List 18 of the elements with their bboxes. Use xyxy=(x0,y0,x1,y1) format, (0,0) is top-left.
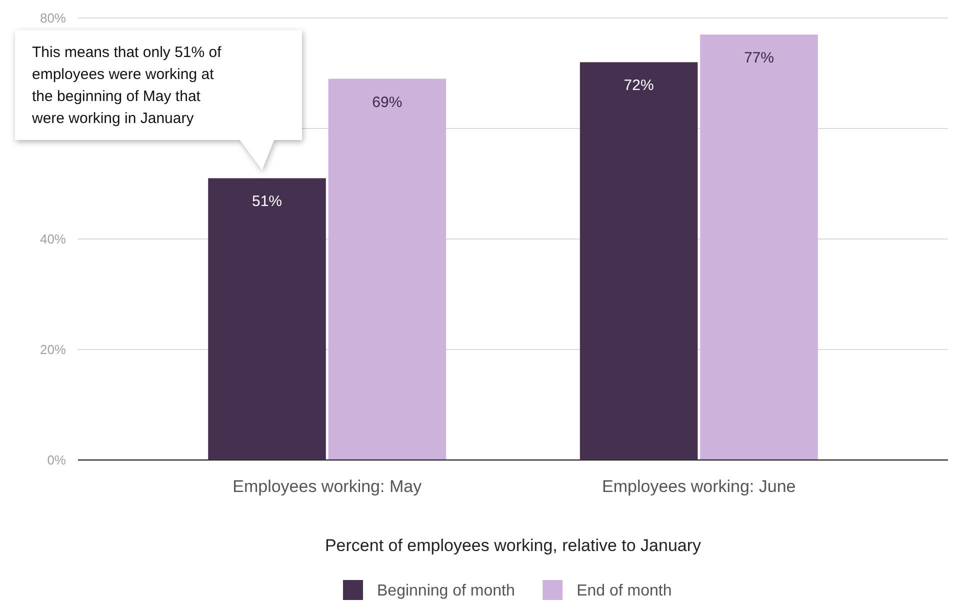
text: 51% xyxy=(252,193,282,210)
y-tick-label: 20% xyxy=(40,342,66,358)
text: 69% xyxy=(372,94,402,111)
bar xyxy=(328,78,446,460)
bar xyxy=(580,62,698,460)
x-tick-label: Employees working: June xyxy=(602,477,796,496)
text: 77% xyxy=(744,50,774,67)
bar xyxy=(208,178,326,460)
legend-label: End of month xyxy=(576,582,672,600)
legend-label: Beginning of month xyxy=(377,582,515,600)
y-tick-label: 80% xyxy=(40,10,66,26)
text: 72% xyxy=(624,77,654,94)
bar xyxy=(700,34,818,460)
y-tick-label: 0% xyxy=(47,452,66,468)
x-axis-title: Percent of employees working, relative to January xyxy=(324,536,702,555)
annotation: This means that only 51% of employees were working at the beginning of May that were working in January xyxy=(31,44,222,127)
y-tick-label: 40% xyxy=(40,232,66,247)
x-tick-label: Employees working: May xyxy=(232,477,422,496)
